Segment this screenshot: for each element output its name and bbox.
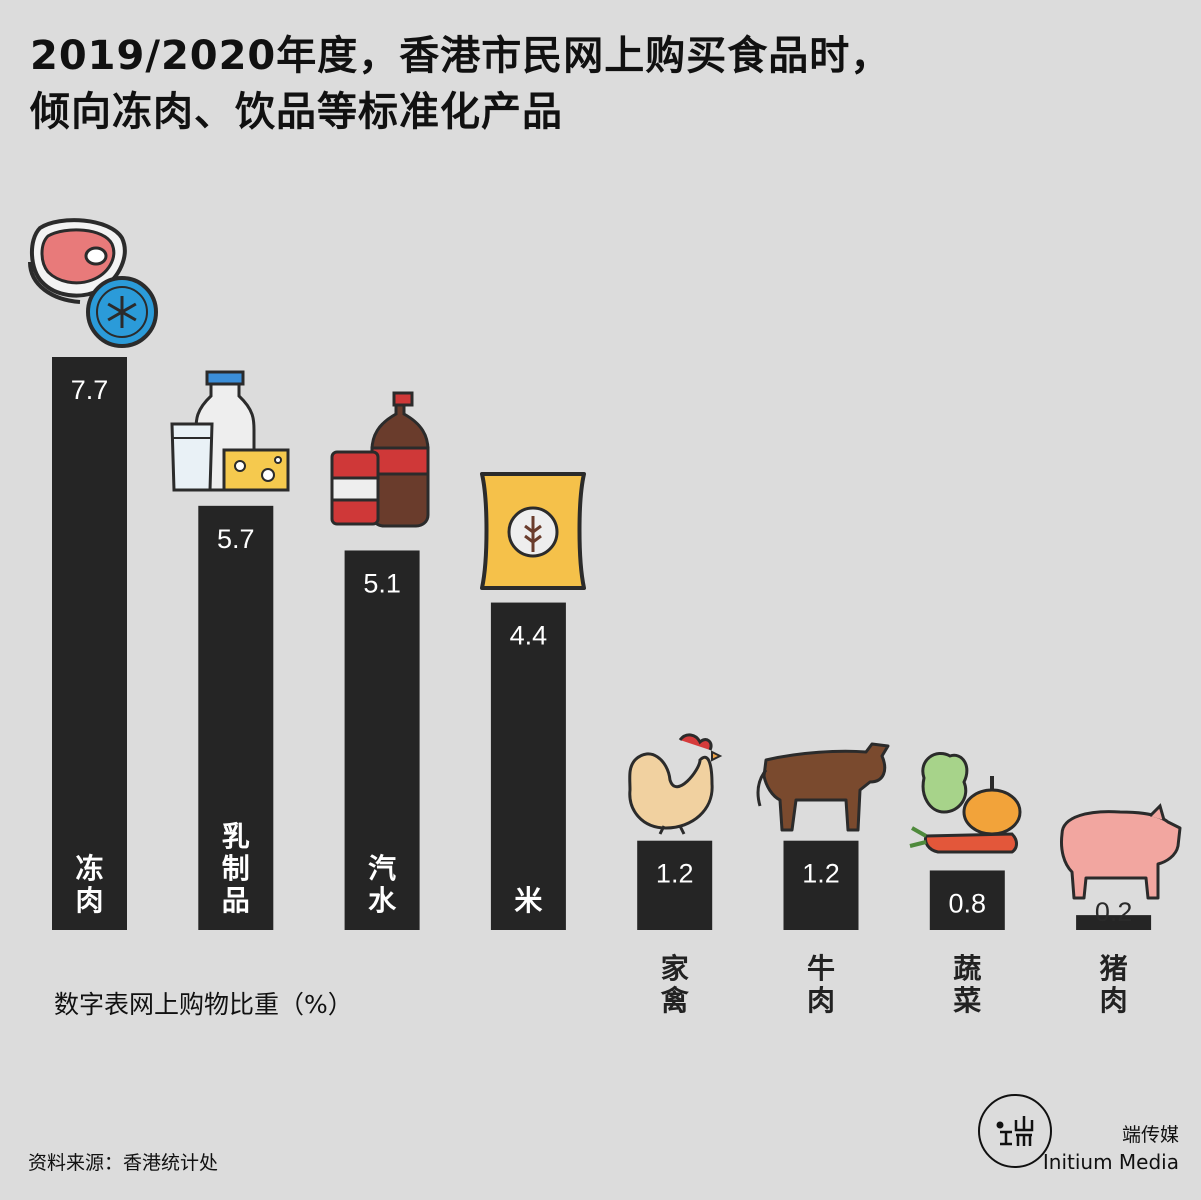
value-label-7: 0.2 [1095, 897, 1133, 927]
title-line-1: 2019/2020年度，香港市民网上购买食品时， [30, 33, 892, 79]
cow-icon [756, 742, 890, 832]
category-label-7-0: 猪 [1100, 952, 1128, 985]
value-label-4: 1.2 [656, 859, 694, 889]
value-label-0: 7.7 [71, 375, 109, 405]
category-label-5-1: 肉 [807, 984, 835, 1017]
category-label-1-1: 制 [222, 852, 250, 885]
bar-0 [52, 357, 127, 930]
brand-name-cn: 端传媒 [1121, 1124, 1179, 1146]
chart-title: 2019/2020年度，香港市民网上购买食品时， 倾向冻肉、饮品等标准化产品 [30, 28, 1160, 140]
category-label-7-1: 肉 [1100, 984, 1128, 1017]
dairy-icon [170, 370, 290, 492]
category-label-5-0: 牛 [807, 952, 835, 985]
category-label-0-1: 肉 [75, 884, 103, 917]
category-label-1-2: 品 [222, 884, 250, 917]
category-label-3-0: 米 [514, 884, 542, 917]
title-line-2: 倾向冻肉、饮品等标准化产品 [30, 89, 563, 135]
category-label-2-0: 汽 [368, 852, 396, 885]
soft-drink-icon [330, 391, 430, 528]
value-label-1: 5.7 [217, 524, 255, 554]
category-label-4-0: 家 [661, 952, 689, 985]
category-label-6-1: 菜 [953, 984, 981, 1017]
category-label-2-1: 水 [368, 884, 397, 917]
category-label-4-1: 禽 [660, 984, 690, 1017]
bar-6 [929, 870, 1005, 930]
bar-1 [198, 505, 274, 930]
vegetables-icon [909, 752, 1022, 854]
category-label-0-0: 冻 [75, 852, 103, 885]
category-label-6-0: 蔬 [953, 952, 981, 985]
rice-bag-icon [480, 472, 586, 590]
bar-4 [637, 840, 713, 930]
source-text: 资料来源：香港统计处 [28, 1152, 219, 1174]
bar-2 [344, 550, 420, 930]
logo-glyph-icon [996, 1116, 1034, 1146]
icons-layer [28, 218, 1182, 900]
pig-icon [1060, 803, 1182, 900]
frozen-meat-icon [28, 218, 158, 348]
bar-7 [1076, 915, 1152, 930]
value-label-6: 0.8 [949, 888, 987, 918]
category-label-1-0: 乳 [222, 820, 250, 853]
brand-name-en: Initium Media [1042, 1150, 1179, 1174]
value-label-5: 1.2 [802, 859, 840, 889]
bar-5 [783, 840, 859, 930]
value-label-2: 5.1 [363, 568, 401, 598]
value-label-3: 4.4 [510, 621, 548, 651]
chart-note: 数字表网上购物比重（%） [54, 990, 353, 1019]
initium-logo-icon [978, 1094, 1052, 1168]
bar-3 [490, 602, 566, 930]
chicken-icon [628, 733, 723, 835]
